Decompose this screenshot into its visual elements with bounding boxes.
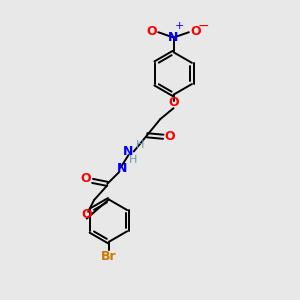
Text: O: O [164, 130, 175, 143]
Text: Br: Br [101, 250, 117, 263]
Text: +: + [175, 21, 184, 31]
Text: −: − [198, 19, 209, 33]
Text: O: O [190, 25, 201, 38]
Text: H: H [136, 140, 145, 150]
Text: O: O [168, 96, 179, 110]
Text: O: O [81, 172, 92, 185]
Text: N: N [123, 145, 134, 158]
Text: N: N [168, 31, 179, 44]
Text: O: O [146, 25, 157, 38]
Text: O: O [81, 208, 92, 221]
Text: H: H [129, 155, 137, 165]
Text: N: N [117, 162, 127, 175]
